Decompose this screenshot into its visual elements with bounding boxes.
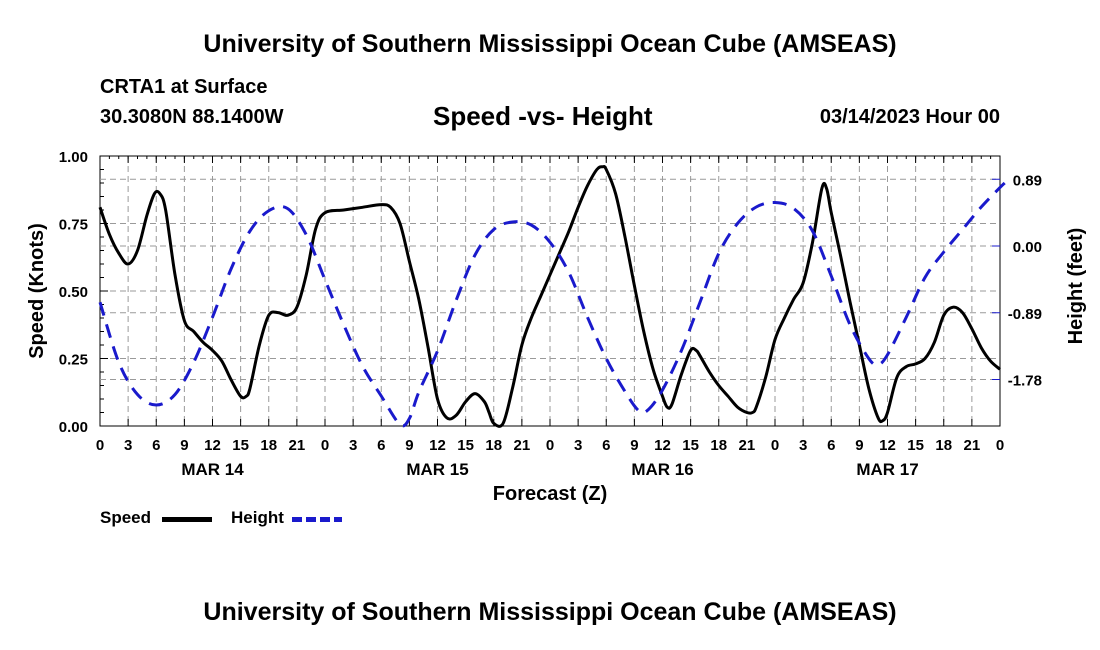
x-tick-label: 9 [405, 437, 413, 454]
x-tick-label: 12 [879, 437, 896, 454]
x-tick-label: 3 [124, 437, 132, 454]
x-tick-label: 0 [771, 437, 779, 454]
x-tick-label: 6 [377, 437, 385, 454]
series-lines [98, 164, 1006, 428]
x-tick-label: 15 [232, 437, 249, 454]
x-tick-label: 6 [827, 437, 835, 454]
x-tick-label: 9 [180, 437, 188, 454]
y-left-tick-label: 0.75 [59, 217, 88, 234]
x-tick-label: 6 [152, 437, 160, 454]
y-right-tick-label: -0.89 [1008, 306, 1042, 323]
station-label: CRTA1 at Surface [100, 76, 268, 98]
x-tick-label: 0 [546, 437, 554, 454]
chart-subtitle: Speed -vs- Height [433, 101, 653, 131]
x-tick-label: 12 [429, 437, 446, 454]
axis-ticks [99, 155, 1001, 427]
left-axis-title: Speed (Knots) [26, 223, 48, 359]
x-tick-label: 3 [349, 437, 357, 454]
y-right-tick-label: 0.00 [1013, 239, 1042, 256]
right-axis-title: Height (feet) [1065, 228, 1087, 345]
x-axis-title: Forecast (Z) [493, 483, 607, 505]
main-title: University of Southern Mississippi Ocean… [203, 30, 897, 58]
x-tick-label: 0 [996, 437, 1004, 454]
y-left-tick-label: 1.00 [59, 149, 88, 166]
grid-lines [100, 156, 1000, 426]
forecast-date: 03/14/2023 Hour 00 [819, 106, 1000, 128]
x-tick-label: 9 [855, 437, 863, 454]
series-line-speed [98, 164, 1001, 428]
x-tick-label: 18 [260, 437, 277, 454]
x-tick-label: 3 [574, 437, 582, 454]
day-label: MAR 14 [181, 460, 244, 479]
x-tick-label: 12 [204, 437, 221, 454]
x-tick-label: 18 [935, 437, 952, 454]
x-tick-label: 21 [514, 437, 531, 454]
series-line-height [98, 181, 1006, 428]
legend-speed-swatch [162, 517, 212, 522]
x-tick-label: 18 [710, 437, 727, 454]
x-tick-label: 6 [602, 437, 610, 454]
legend-speed-label: Speed [100, 508, 152, 527]
x-tick-label: 21 [964, 437, 981, 454]
x-tick-label: 15 [457, 437, 474, 454]
legend-height-swatch [292, 517, 342, 522]
x-tick-label: 0 [96, 437, 104, 454]
x-tick-label: 9 [630, 437, 638, 454]
x-tick-label: 3 [799, 437, 807, 454]
y-left-tick-label: 0.00 [59, 419, 88, 436]
x-tick-label: 15 [682, 437, 699, 454]
legend-height-label: Height [231, 508, 284, 527]
day-label: MAR 16 [631, 460, 693, 479]
y-left-tick-label: 0.50 [59, 284, 88, 301]
footer-title: University of Southern Mississippi Ocean… [203, 598, 897, 626]
coordinates-label: 30.3080N 88.1400W [100, 106, 284, 128]
day-label: MAR 17 [856, 460, 918, 479]
x-tick-label: 21 [289, 437, 306, 454]
y-left-tick-label: 0.25 [59, 352, 88, 369]
x-tick-label: 0 [321, 437, 329, 454]
x-tick-label: 12 [654, 437, 671, 454]
y-right-tick-label: -1.78 [1008, 373, 1042, 390]
x-tick-label: 21 [739, 437, 756, 454]
axis-labels: 0 3 6 9 12 15 18 21 0 3 6 9 12 15 18 21 0 3 6 9 12 15 18 21 0 3 6 9… [59, 149, 1042, 479]
day-label: MAR 15 [406, 460, 468, 479]
y-right-tick-label: 0.89 [1013, 172, 1042, 189]
x-tick-label: 15 [907, 437, 924, 454]
x-tick-label: 18 [485, 437, 502, 454]
